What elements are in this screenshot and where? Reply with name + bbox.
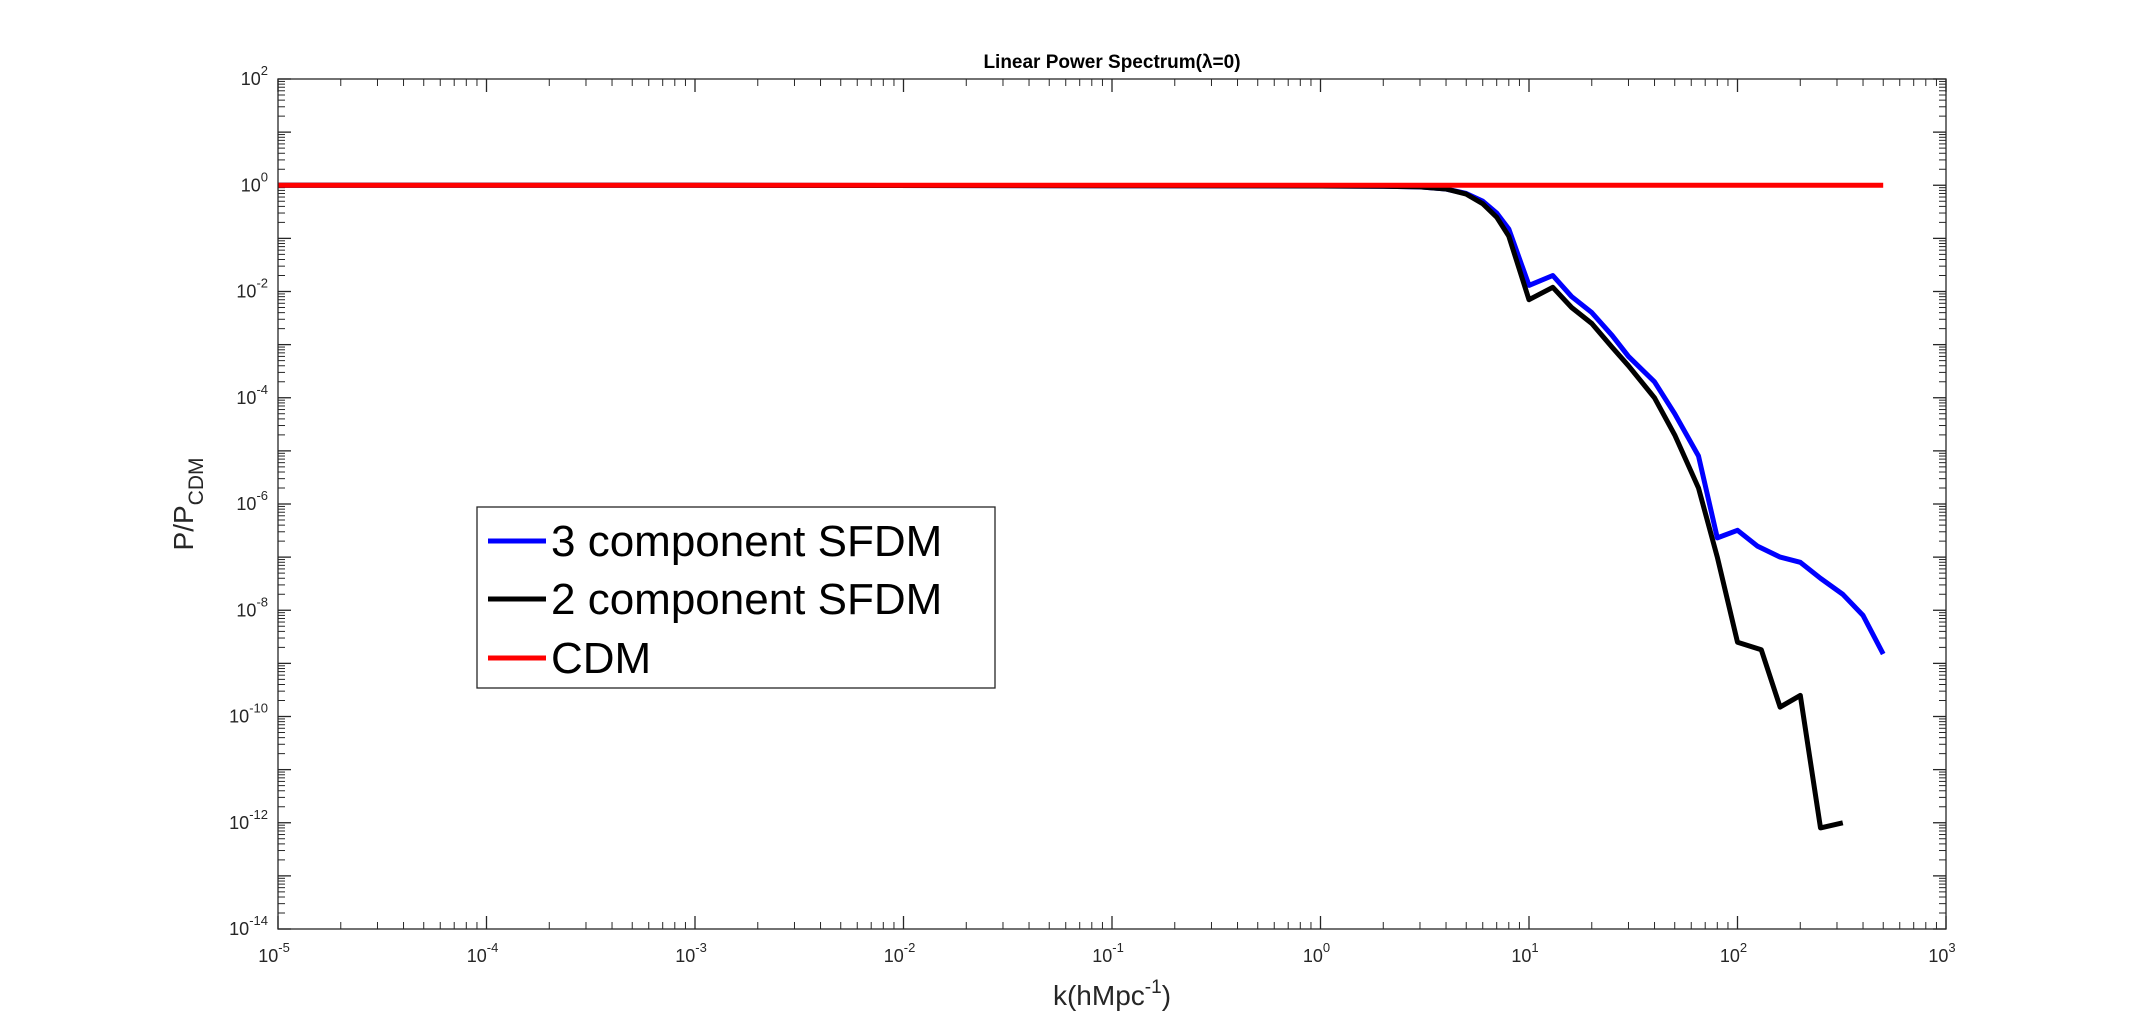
x-tick-label: 102 [1720, 940, 1747, 966]
x-tick-label-exponent: 2 [1740, 940, 1747, 955]
x-tick-label-base: 10 [1720, 946, 1740, 966]
x-axis-label: k(hMpc-1) [1053, 977, 1171, 1011]
y-tick-label-exponent: -2 [256, 276, 268, 291]
y-tick-label: 102 [241, 63, 268, 89]
x-axis-label-superscript: -1 [1145, 977, 1162, 998]
y-tick-label: 10-12 [229, 807, 268, 833]
y-tick-label-base: 10 [241, 175, 261, 195]
y-tick-label-exponent: -10 [249, 701, 268, 716]
y-tick-label-exponent: -14 [249, 913, 268, 928]
y-tick-label-base: 10 [236, 494, 256, 514]
legend-label-2-component: 2 component SFDM [551, 575, 942, 624]
y-tick-label-exponent: -6 [256, 488, 268, 503]
y-tick-label: 10-6 [236, 488, 268, 514]
y-tick-label: 10-14 [229, 913, 268, 939]
x-tick-label-exponent: -1 [1112, 940, 1124, 955]
legend-label-cdm: CDM [551, 634, 651, 683]
y-tick-label-base: 10 [236, 600, 256, 620]
series-lines [278, 182, 1886, 831]
minor-ticks [278, 79, 1946, 929]
x-tick-label-exponent: 1 [1531, 940, 1538, 955]
x-tick-label: 10-5 [258, 940, 290, 966]
y-tick-label: 10-2 [236, 276, 268, 302]
x-tick-label: 103 [1928, 940, 1955, 966]
x-tick-label: 101 [1511, 940, 1538, 966]
y-tick-label-base: 10 [229, 707, 249, 727]
x-tick-label-exponent: -5 [278, 940, 290, 955]
x-tick-label: 10-2 [884, 940, 916, 966]
legend-label-3-component: 3 component SFDM [551, 517, 942, 566]
y-tick-label: 10-4 [236, 382, 268, 408]
x-tick-label-exponent: 0 [1323, 940, 1330, 955]
y-tick-label: 100 [241, 169, 268, 195]
x-tick-label-exponent: -3 [695, 940, 707, 955]
x-axis-label-close: ) [1162, 980, 1171, 1011]
x-tick-label-base: 10 [675, 946, 695, 966]
x-tick-labels: 10-5 10-4 10-3 10-2 10-1 100 101 102 103 [258, 940, 1955, 966]
y-tick-label-base: 10 [229, 919, 249, 939]
x-tick-label: 10-1 [1092, 940, 1124, 966]
y-axis-label-subscript: CDM [185, 458, 208, 506]
x-tick-label: 100 [1303, 940, 1330, 966]
plot-frame [277, 78, 1947, 930]
x-tick-label-exponent: -2 [904, 940, 916, 955]
x-tick-label-base: 10 [1928, 946, 1948, 966]
x-tick-label-base: 10 [467, 946, 487, 966]
legend-box [476, 506, 996, 689]
y-tick-label-base: 10 [236, 388, 256, 408]
y-tick-label: 10-10 [229, 701, 268, 727]
x-tick-label: 10-4 [467, 940, 499, 966]
x-tick-label-base: 10 [1092, 946, 1112, 966]
y-tick-label-base: 10 [241, 69, 261, 89]
y-axis-label: P/PCDM [168, 458, 208, 551]
x-tick-label-base: 10 [1511, 946, 1531, 966]
legend: 3 component SFDM 2 component SFDM CDM [476, 506, 996, 689]
x-tick-label-base: 10 [884, 946, 904, 966]
y-tick-label-base: 10 [229, 813, 249, 833]
y-tick-label-exponent: 0 [261, 169, 268, 184]
y-tick-label: 10-8 [236, 594, 268, 620]
x-axis-label-main: k(hMpc [1053, 980, 1145, 1011]
x-tick-label-exponent: -4 [487, 940, 499, 955]
x-tick-label: 10-3 [675, 940, 707, 966]
y-tick-label-exponent: -8 [256, 594, 268, 609]
y-tick-label-exponent: -4 [256, 382, 268, 397]
y-axis-label-main: P/P [168, 505, 199, 550]
x-tick-label-exponent: 3 [1948, 940, 1955, 955]
y-tick-label-exponent: -12 [249, 807, 268, 822]
x-tick-label-base: 10 [1303, 946, 1323, 966]
y-tick-label-exponent: 2 [261, 63, 268, 78]
x-tick-label-base: 10 [258, 946, 278, 966]
chart-title: Linear Power Spectrum(λ=0) [983, 52, 1240, 73]
y-tick-label-base: 10 [236, 282, 256, 302]
